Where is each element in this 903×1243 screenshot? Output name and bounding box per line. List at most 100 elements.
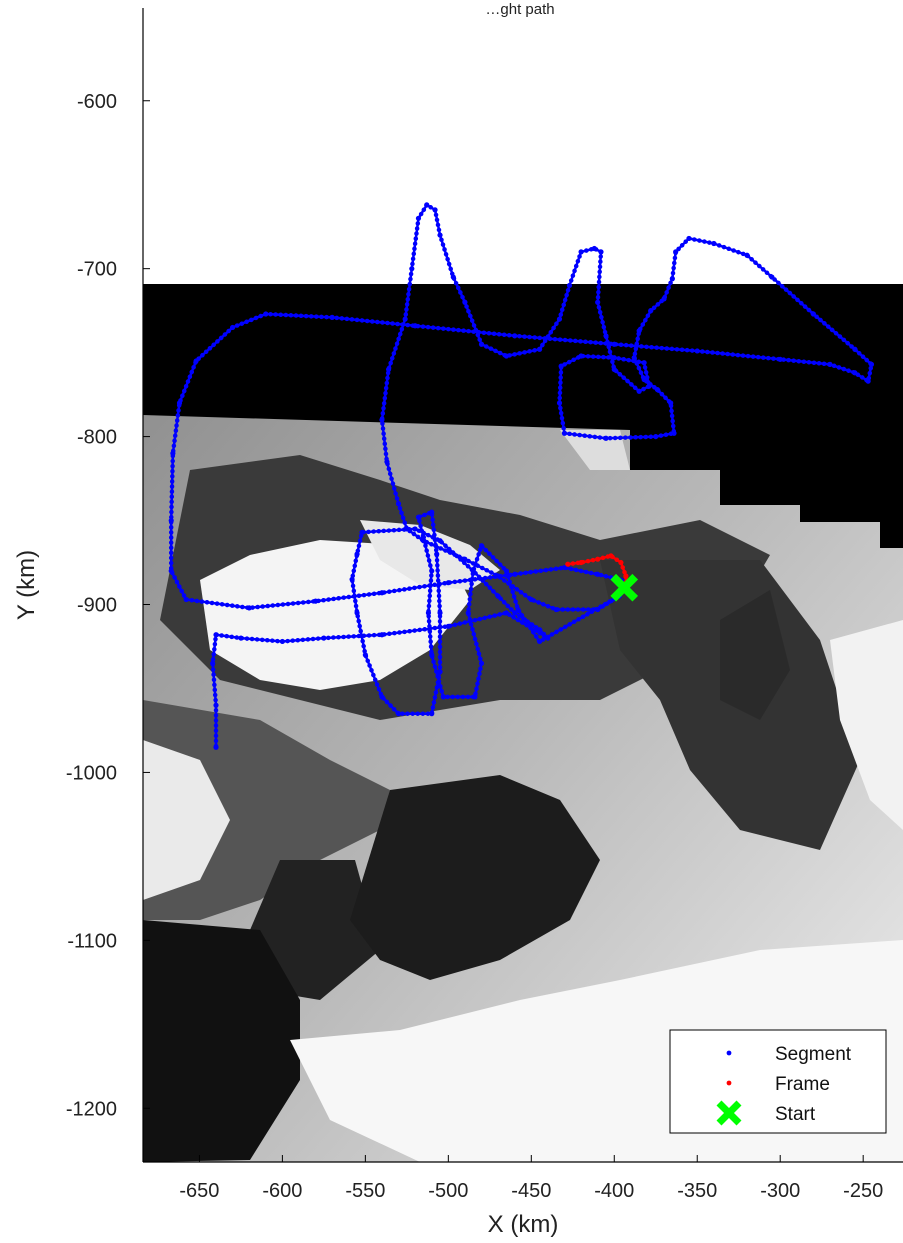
segment-point — [636, 388, 642, 394]
x-tick-label: -500 — [428, 1180, 468, 1202]
frame-point — [623, 573, 629, 579]
segment-point — [636, 328, 642, 334]
segment-point — [379, 694, 385, 700]
segment-point — [603, 435, 609, 441]
segment-point — [193, 358, 199, 364]
x-tick-label: -600 — [262, 1180, 302, 1202]
segment-point — [437, 538, 443, 544]
segment-point — [420, 534, 427, 540]
segment-point — [641, 376, 647, 383]
segment-point — [412, 526, 418, 532]
segment-point — [263, 311, 269, 317]
frame-point — [618, 559, 624, 566]
chart-title: …ght path — [485, 1, 554, 18]
segment-point — [379, 417, 385, 423]
segment-point — [503, 568, 510, 574]
segment-point — [528, 596, 534, 603]
segment-point — [415, 514, 422, 520]
segment-point — [631, 355, 637, 361]
segment-point — [556, 400, 563, 406]
legend-segment-marker — [726, 1050, 732, 1056]
y-tick-label: -700 — [77, 259, 117, 281]
segment-point — [429, 568, 435, 574]
y-axis-label: Y (km) — [13, 550, 40, 620]
segment-point — [213, 702, 219, 708]
segment-point — [176, 400, 183, 406]
segment-point — [168, 568, 174, 574]
y-tick-label: -600 — [77, 91, 117, 113]
legend-start-marker — [716, 1100, 742, 1126]
segment-point — [711, 240, 717, 247]
segment-point — [744, 252, 750, 258]
segment-point — [432, 207, 438, 213]
segment-point — [354, 551, 360, 557]
x-tick-label: -650 — [179, 1180, 219, 1202]
segment-point — [653, 433, 659, 440]
y-tick-label: -1100 — [67, 930, 117, 952]
segment-point — [385, 366, 392, 373]
y-tick-label: -800 — [77, 427, 117, 449]
segment-point — [238, 635, 244, 641]
legend: Segment Frame Start — [669, 1029, 887, 1134]
y-tick-label: -1000 — [66, 762, 117, 784]
segment-point — [354, 610, 360, 616]
segment-point — [415, 215, 422, 221]
y-axis-ticks: -600 -700 -800 -900 -1000 -1100 -1200 — [66, 91, 150, 1120]
segment-point — [686, 235, 692, 242]
legend-start-label: Start — [775, 1104, 816, 1125]
segment-point — [646, 383, 652, 389]
segment-point — [777, 356, 783, 362]
segment-point — [671, 430, 677, 436]
start-marker — [610, 573, 639, 602]
segment-point — [395, 711, 402, 717]
segment-point — [512, 333, 518, 339]
segment-point — [170, 450, 176, 456]
segment-point — [478, 341, 485, 347]
segment-point — [478, 660, 485, 666]
x-tick-label: -400 — [594, 1180, 634, 1202]
segment-point — [668, 400, 674, 406]
segment-point — [329, 314, 335, 320]
segment-point — [611, 355, 617, 361]
segment-point — [561, 564, 568, 571]
frame-point — [565, 561, 571, 567]
frame-point — [595, 556, 601, 562]
satellite-background — [143, 284, 903, 1162]
segment-point — [379, 590, 385, 596]
segment-point — [545, 635, 551, 641]
segment-point — [478, 543, 485, 549]
segment-point — [183, 596, 189, 603]
segment-point — [641, 360, 647, 366]
segment-point — [591, 245, 597, 252]
segment-point — [437, 610, 443, 616]
segment-point — [404, 526, 410, 532]
segment-point — [865, 378, 871, 384]
segment-point — [424, 202, 430, 208]
segment-point — [425, 610, 432, 616]
segment-point — [566, 282, 573, 289]
segment-point — [852, 370, 858, 376]
segment-point — [611, 366, 617, 373]
y-tick-label: -900 — [77, 595, 117, 617]
y-tick-label: -1200 — [66, 1098, 117, 1120]
segment-point — [429, 652, 435, 658]
segment-point — [230, 324, 236, 331]
legend-frame-label: Frame — [775, 1074, 830, 1095]
segment-point — [462, 556, 468, 562]
segment-point — [495, 573, 501, 579]
x-tick-label: -550 — [345, 1180, 385, 1202]
segment-point — [515, 606, 521, 613]
segment-point — [769, 274, 775, 280]
segment-point — [349, 576, 355, 582]
segment-point — [694, 348, 700, 354]
segment-point — [359, 529, 365, 535]
segment-point — [512, 610, 518, 616]
segment-point — [362, 652, 368, 658]
legend-frame-marker — [726, 1080, 732, 1086]
segment-point — [561, 430, 568, 436]
series-segment — [168, 202, 875, 750]
segment-point — [470, 568, 476, 574]
segment-point — [412, 323, 418, 329]
segment-point — [598, 249, 604, 255]
x-tick-label: -250 — [843, 1180, 883, 1202]
